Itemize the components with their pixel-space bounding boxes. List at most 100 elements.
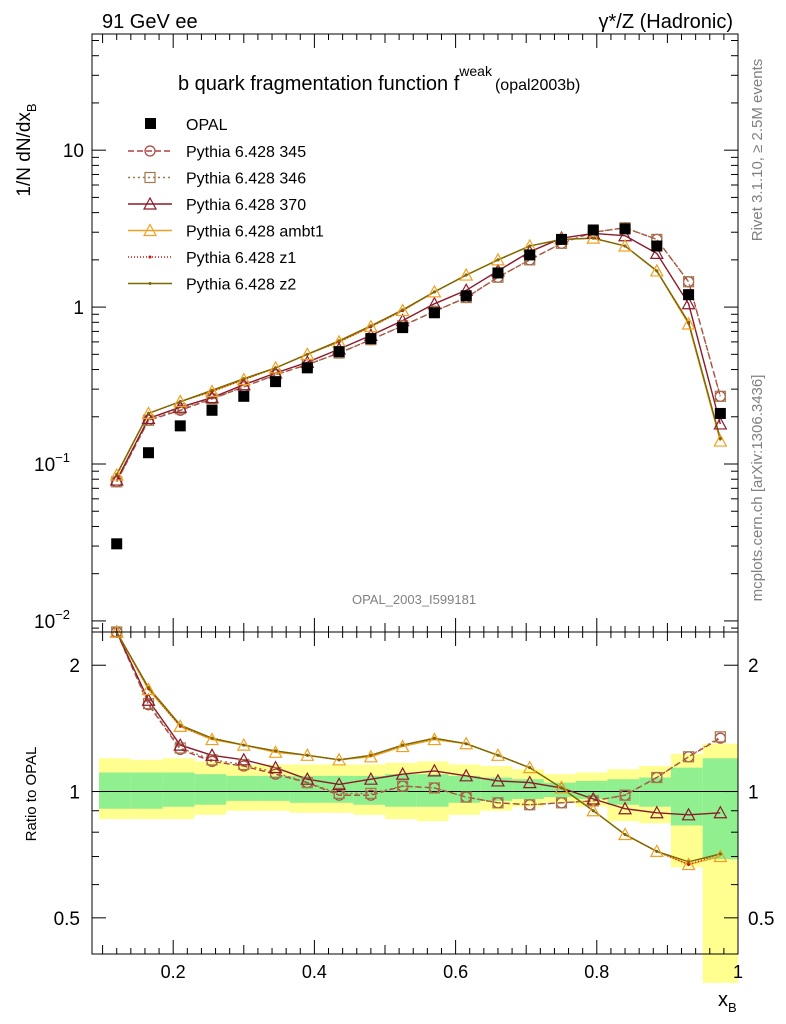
series-point-main [178, 400, 182, 404]
series-point-ratio [333, 787, 345, 799]
legend-label: Pythia 6.428 z1 [186, 250, 296, 267]
ratio-plot-frame [91, 631, 739, 955]
series-point-main [369, 324, 373, 328]
series-point-ratio [619, 789, 631, 801]
title-main: b quark fragmentation function f [178, 73, 460, 95]
x-tick-label: 0.2 [161, 962, 186, 982]
series-point-main [682, 276, 695, 288]
series-point-main [687, 320, 691, 324]
series-point-ratio [268, 760, 283, 774]
data-point-opal [492, 267, 504, 279]
y-tick-label: 1 [73, 298, 84, 319]
y-tick-label: 10 [63, 141, 84, 162]
data-point-opal [238, 390, 250, 402]
series-point-ratio [205, 732, 220, 746]
series-point-main [300, 347, 315, 360]
ratio-tick-label-left: 0.5 [54, 909, 80, 930]
data-point-opal [174, 420, 186, 432]
series-point-main [395, 303, 410, 317]
series-point-ratio [528, 766, 532, 770]
series-point-ratio [395, 739, 410, 753]
series-point-main [401, 308, 405, 312]
series-point-ratio [332, 752, 347, 766]
band-inner-bin [575, 780, 608, 799]
legend-marker-opal [145, 118, 156, 129]
legend-label: Pythia 6.428 ambt1 [186, 224, 324, 241]
band-inner-bin [702, 758, 738, 860]
band-inner-bin [194, 774, 227, 805]
band-inner-bin [257, 775, 290, 801]
series-point-ratio [205, 748, 220, 761]
series-point-main [274, 366, 278, 370]
series-point-main [618, 238, 633, 252]
series-point-ratio [432, 736, 436, 740]
band-inner-bin [480, 777, 513, 801]
series-point-main [305, 352, 309, 356]
x-tick-label: 1 [733, 962, 743, 982]
y-axis-label: 1/N dN/dxB [14, 103, 39, 196]
series-point-ratio [618, 801, 633, 815]
data-point-opal [555, 233, 567, 245]
data-point-opal [206, 404, 218, 416]
series-point-ratio [337, 758, 341, 762]
ratio-tick-label-left: 1 [69, 783, 80, 804]
series-line-main [116, 237, 721, 475]
series-point-main [586, 230, 601, 244]
series-point-ratio [274, 749, 278, 753]
x-axis-label-text: x [718, 989, 728, 1011]
series-point-ratio [714, 731, 726, 743]
legend-marker [148, 282, 152, 285]
series-line-ratio [116, 631, 721, 866]
legend-label-opal: OPAL [186, 117, 228, 134]
series-line-ratio [116, 631, 721, 866]
series-point-main [205, 390, 220, 404]
data-point-opal [619, 223, 631, 235]
series-point-ratio [713, 805, 728, 819]
series-point-ratio [681, 857, 696, 871]
ratio-tick-label-left: 2 [69, 656, 80, 677]
series-point-ratio [490, 748, 505, 761]
series-point-main [115, 472, 119, 476]
series-point-ratio [554, 780, 569, 794]
series-point-ratio [178, 723, 182, 727]
y-tick-label: 10−2 [34, 607, 70, 633]
series-point-ratio [681, 807, 696, 821]
series-line-main [116, 237, 721, 476]
legend-label: Pythia 6.428 370 [186, 197, 306, 214]
series-point-ratio [496, 753, 500, 757]
data-point-opal [651, 240, 663, 252]
series-point-main [496, 258, 500, 262]
series-point-ratio [649, 805, 664, 819]
series-point-ratio [210, 736, 214, 740]
series-point-ratio [242, 743, 246, 747]
y-axis-label-text: 1/N dN/dx [14, 112, 35, 197]
series-point-main [146, 411, 150, 415]
series-point-main [205, 384, 220, 398]
analysis-watermark: OPAL_2003_I599181 [352, 592, 476, 607]
series-point-main [337, 339, 341, 343]
legend-label: Pythia 6.428 345 [186, 144, 306, 161]
x-tick-label: 0.4 [302, 962, 327, 982]
series-point-ratio [427, 763, 442, 777]
band-inner-bin [99, 772, 131, 809]
series-point-ratio [522, 775, 537, 789]
x-axis-label: xB [718, 989, 737, 1015]
legend-marker [142, 196, 158, 210]
series-point-ratio [236, 737, 251, 751]
series-point-main [268, 360, 283, 374]
rivet-version-label: Rivet 3.1.10, ≥ 2.5M events [749, 59, 766, 242]
series-point-main [210, 388, 214, 392]
series-point-ratio [687, 860, 691, 864]
data-point-opal [714, 407, 726, 419]
data-point-opal [301, 362, 313, 374]
series-point-ratio [428, 782, 441, 794]
data-point-opal [460, 290, 472, 302]
data-point-opal [587, 224, 599, 236]
ratio-tick-label-right: 1 [748, 783, 759, 804]
mcplots-source-label: mcplots.cern.ch [arXiv:1306.3436] [749, 375, 766, 602]
series-point-ratio [363, 771, 378, 785]
axis-ticks: 0.2 0.4 0.6 0.8 1 10−2 10−1 1 10 0.5 0.5 1 1 2 2 [34, 34, 774, 982]
band-inner-bin [226, 775, 258, 801]
series-point-ratio [555, 797, 568, 809]
header-left: 91 GeV ee [102, 11, 198, 33]
